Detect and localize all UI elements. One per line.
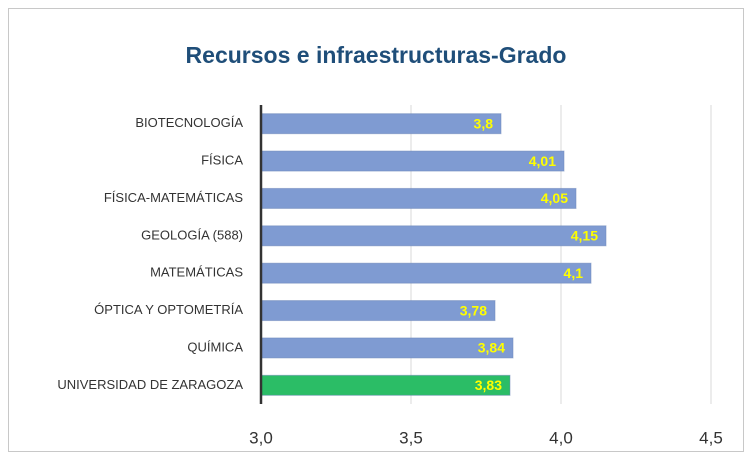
bar: [260, 113, 502, 135]
data-label: 4,15: [571, 228, 598, 244]
y-tick-label: FÍSICA-MATEMÁTICAS: [104, 190, 243, 205]
bar: [260, 225, 607, 247]
y-tick-label: BIOTECNOLOGÍA: [135, 115, 243, 130]
y-tick-label: MATEMÁTICAS: [150, 265, 243, 280]
data-label: 4,1: [564, 265, 584, 281]
data-label: 3,8: [474, 115, 494, 131]
data-label: 4,01: [529, 153, 556, 169]
x-tick-label: 3,0: [249, 428, 273, 447]
y-tick-label: QUÍMICA: [187, 339, 243, 354]
data-label: 3,78: [460, 302, 487, 318]
x-tick-label: 3,5: [399, 428, 423, 447]
chart-title: Recursos e infraestructuras-Grado: [186, 42, 567, 68]
bar: [260, 262, 592, 284]
x-tick-label: 4,0: [549, 428, 573, 447]
data-label: 3,84: [478, 340, 505, 356]
y-tick-label: FÍSICA: [201, 153, 243, 168]
data-label: 3,83: [475, 377, 502, 393]
y-tick-label: ÓPTICA Y OPTOMETRÍA: [94, 302, 243, 317]
y-tick-label: UNIVERSIDAD DE ZARAGOZA: [57, 377, 243, 392]
x-tick-label: 4,5: [699, 428, 723, 447]
bar: [260, 187, 577, 209]
y-tick-label: GEOLOGÍA (588): [141, 227, 243, 242]
data-label: 4,05: [541, 190, 568, 206]
bar: [260, 337, 514, 359]
bar: [260, 374, 511, 396]
bar: [260, 150, 565, 172]
